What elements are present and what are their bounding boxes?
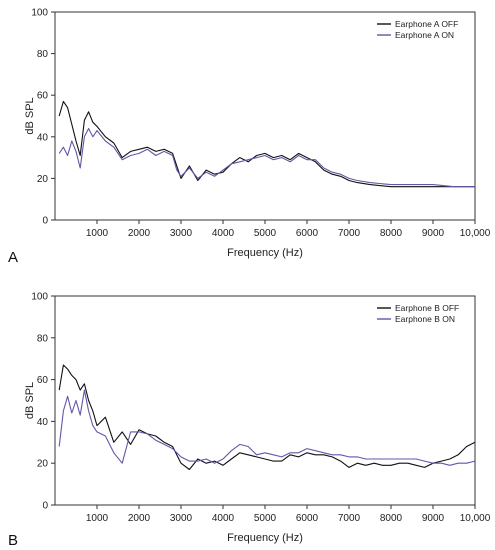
- x-tick-label: 3000: [170, 513, 193, 524]
- x-tick-label: 8000: [380, 513, 403, 524]
- y-tick-label: 40: [37, 132, 49, 143]
- x-tick-label: 5000: [254, 228, 277, 239]
- legend-label: Earphone A ON: [395, 30, 454, 40]
- x-axis-label: Frequency (Hz): [227, 532, 303, 544]
- x-tick-label: 10,000: [460, 228, 491, 239]
- x-tick-label: 2000: [128, 513, 151, 524]
- x-tick-label: 9000: [422, 513, 445, 524]
- legend-label: Earphone B OFF: [395, 303, 459, 313]
- y-axis-label: dB SPL: [24, 382, 36, 419]
- x-tick-label: 6000: [296, 513, 319, 524]
- x-tick-label: 1000: [86, 513, 109, 524]
- y-tick-label: 40: [37, 417, 49, 428]
- series-line-on: [58, 389, 476, 466]
- series-line-off: [58, 364, 476, 471]
- legend-label: Earphone B ON: [395, 314, 455, 324]
- panel-letter: A: [8, 249, 18, 266]
- x-tick-label: 4000: [212, 513, 235, 524]
- series-line-off: [58, 100, 475, 188]
- plot-frame: [54, 295, 476, 506]
- x-axis-label: Frequency (Hz): [227, 247, 303, 259]
- x-tick-label: 10,000: [460, 513, 491, 524]
- y-tick-label: 80: [37, 333, 49, 344]
- x-tick-label: 9000: [422, 228, 445, 239]
- y-tick-label: 100: [31, 8, 48, 19]
- x-tick-label: 6000: [296, 228, 319, 239]
- plot-frame: [54, 11, 476, 221]
- x-tick-label: 7000: [338, 228, 361, 239]
- x-tick-label: 5000: [254, 513, 277, 524]
- series-line-on: [58, 127, 475, 188]
- y-tick-label: 20: [37, 174, 49, 185]
- x-tick-label: 8000: [380, 228, 403, 239]
- x-tick-label: 4000: [212, 228, 235, 239]
- x-tick-label: 7000: [338, 513, 361, 524]
- y-tick-label: 100: [31, 292, 48, 303]
- y-tick-label: 20: [37, 459, 49, 470]
- panel-letter: B: [8, 532, 18, 549]
- x-tick-label: 2000: [128, 228, 151, 239]
- y-tick-label: 0: [42, 501, 48, 512]
- legend-label: Earphone A OFF: [395, 19, 458, 29]
- x-tick-label: 3000: [170, 228, 193, 239]
- y-tick-label: 0: [42, 216, 48, 227]
- x-tick-label: 1000: [86, 228, 109, 239]
- chart-panel-a: 0 20 40 60 80 100 1000 2000 3000 4000 5000 6000 7000…: [8, 8, 491, 267]
- chart-panel-b: 0 20 40 60 80 100 1000 2000 3000 4000 5000 6000 7000…: [8, 292, 491, 550]
- y-axis-label: dB SPL: [24, 97, 36, 134]
- y-tick-label: 80: [37, 49, 49, 60]
- y-tick-label: 60: [37, 91, 49, 102]
- y-tick-label: 60: [37, 375, 49, 386]
